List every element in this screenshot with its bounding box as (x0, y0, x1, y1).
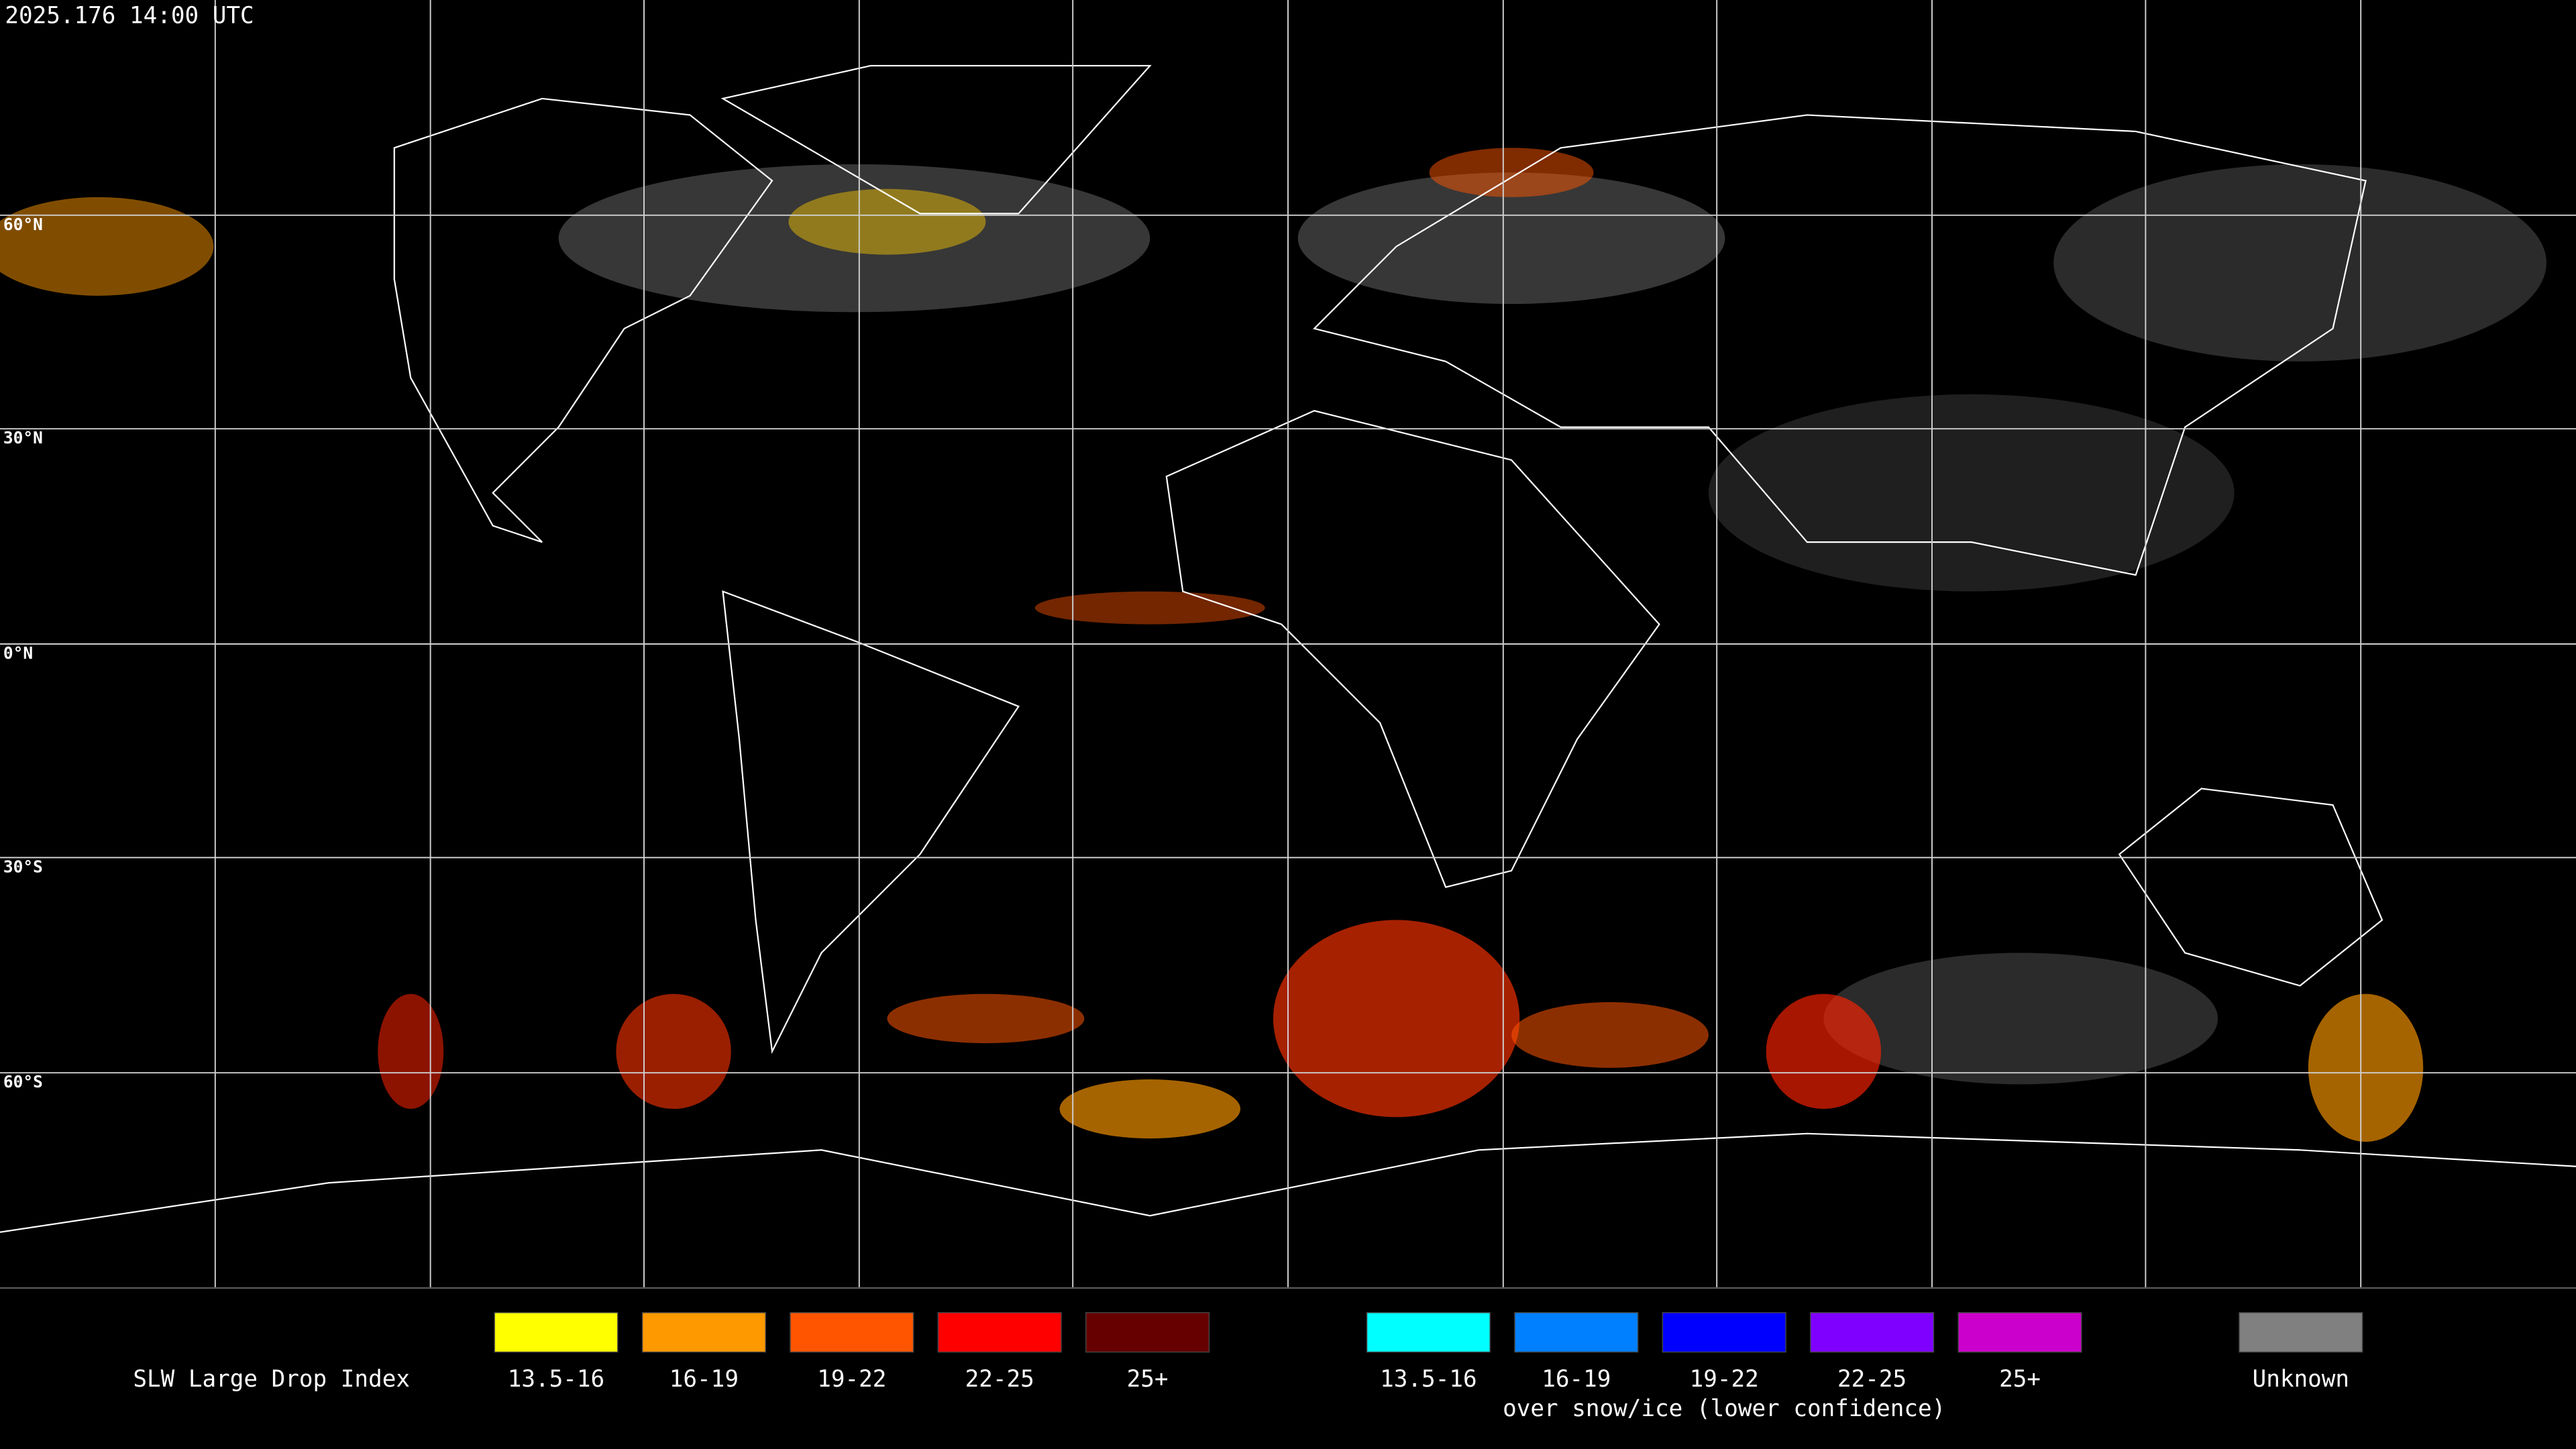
timestamp: 2025.176 14:00 UTC (5, 2, 254, 29)
latitude-label: 60°N (3, 215, 43, 234)
legend-label: 16-19 (669, 1366, 739, 1393)
latitude-label: 60°S (3, 1072, 43, 1091)
legend-label: 13.5-16 (1380, 1366, 1477, 1393)
legend-label: 16-19 (1542, 1366, 1611, 1393)
legend-label: 25+ (1999, 1366, 2041, 1393)
legend-swatch (641, 1312, 766, 1353)
legend-label: 25+ (1127, 1366, 1169, 1393)
cloud-patches (0, 148, 2546, 1142)
legend-swatch (937, 1312, 1062, 1353)
legend-swatch (1810, 1312, 1935, 1353)
legend-label: Unknown (2253, 1366, 2349, 1393)
latitude-label: 0°N (3, 643, 33, 663)
coastlines (0, 64, 2576, 1233)
legend-label: 13.5-16 (508, 1366, 604, 1393)
latitude-labels: 60°N 30°N 0°N 30°S 60°S (3, 215, 43, 1091)
legend-swatch (1662, 1312, 1786, 1353)
legend-label: 19-22 (1690, 1366, 1759, 1393)
legend-swatch (790, 1312, 914, 1353)
legend-title: SLW Large Drop Index (133, 1366, 410, 1393)
legend-swatch (494, 1312, 619, 1353)
latitude-label: 30°S (3, 857, 43, 876)
legend-label: 22-25 (965, 1366, 1034, 1393)
legend-swatch (1957, 1312, 2082, 1353)
legend-swatch (1366, 1312, 1491, 1353)
legend-label: 22-25 (1837, 1366, 1907, 1393)
legend-caption: over snow/ice (lower confidence) (1503, 1395, 1945, 1422)
graticule (0, 0, 2576, 1288)
latitude-label: 30°N (3, 428, 43, 447)
legend: SLW Large Drop Index 13.5-16 16-19 19-22 22… (133, 1312, 2363, 1422)
legend-swatch (1514, 1312, 1639, 1353)
legend-swatch (1085, 1312, 1210, 1353)
legend-label: 19-22 (817, 1366, 886, 1393)
legend-swatch (2239, 1312, 2363, 1353)
